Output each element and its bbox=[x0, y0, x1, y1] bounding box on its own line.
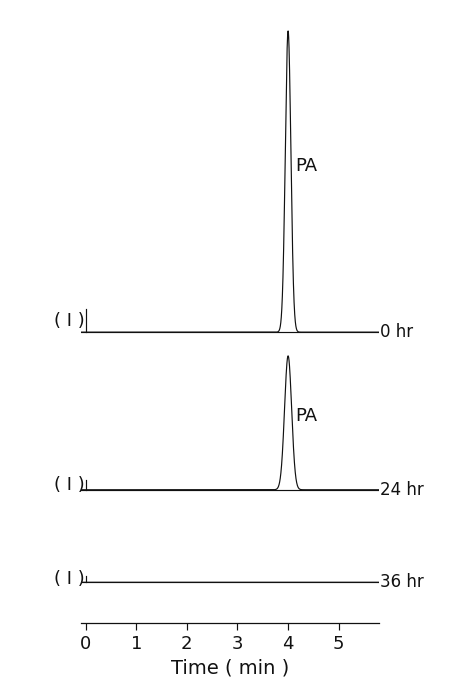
Text: 24 hr: 24 hr bbox=[380, 481, 424, 499]
Text: PA: PA bbox=[296, 407, 318, 425]
X-axis label: Time ( min ): Time ( min ) bbox=[171, 659, 289, 677]
Text: 36 hr: 36 hr bbox=[380, 573, 424, 591]
Text: ( I ): ( I ) bbox=[54, 570, 85, 588]
Text: 0 hr: 0 hr bbox=[380, 323, 413, 341]
Text: PA: PA bbox=[296, 158, 318, 175]
Text: ( I ): ( I ) bbox=[54, 475, 85, 494]
Text: ( I ): ( I ) bbox=[54, 312, 85, 329]
